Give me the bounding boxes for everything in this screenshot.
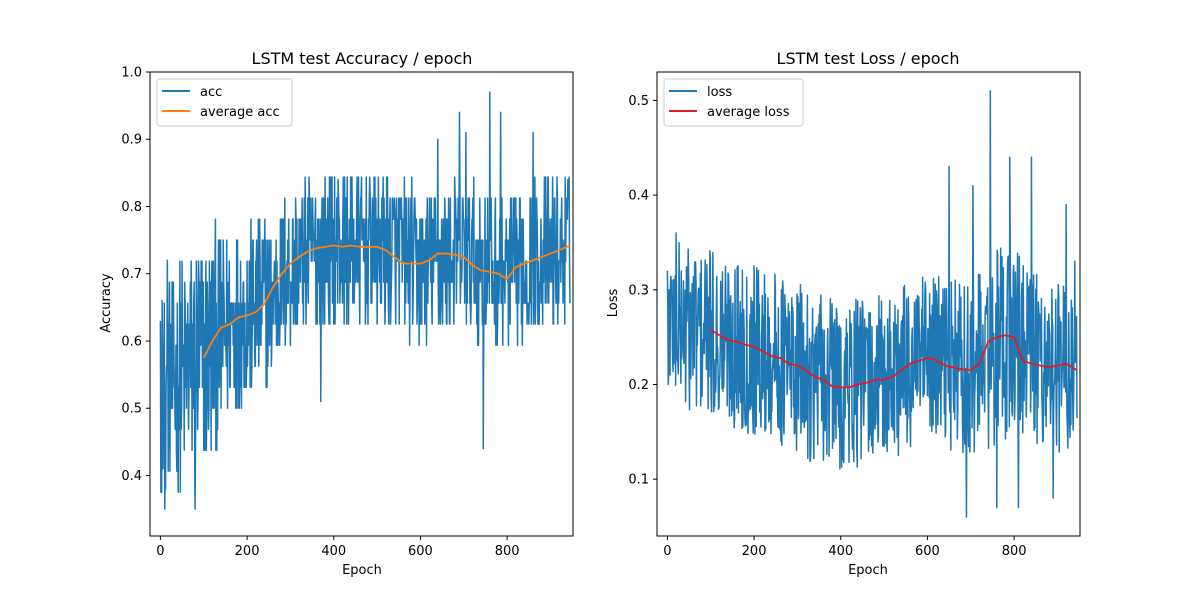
y-tick-label: 0.8	[121, 200, 142, 215]
y-tick-label: 0.5	[121, 402, 142, 417]
accuracy-chart: LSTM test Accuracy / epoch Epoch Accurac…	[99, 49, 574, 578]
series-line-acc	[159, 91, 571, 510]
y-tick-label: 0.2	[628, 378, 649, 393]
x-tick-label: 800	[1002, 544, 1027, 559]
legend: acc average acc	[156, 78, 293, 127]
y-axis-label: Loss	[606, 289, 621, 318]
legend-label-average-loss: average loss	[707, 105, 790, 120]
y-tick-label: 0.4	[628, 189, 649, 204]
x-tick-label: 800	[495, 544, 520, 559]
x-axis-label: Epoch	[342, 563, 382, 578]
chart-title: LSTM test Loss / epoch	[777, 49, 960, 68]
plot-frame	[149, 71, 574, 537]
legend-label-loss: loss	[707, 85, 732, 100]
plot-frame	[656, 71, 1081, 537]
legend-box	[663, 78, 804, 127]
series-line-average-acc	[202, 244, 571, 359]
x-tick-label: 600	[408, 544, 433, 559]
y-tick-label: 0.9	[121, 133, 142, 148]
legend-label-acc: acc	[200, 85, 222, 100]
y-tick-label: 0.4	[121, 469, 142, 484]
legend-box	[156, 78, 293, 127]
loss-chart: LSTM test Loss / epoch Epoch Loss 0 200 40…	[606, 49, 1081, 578]
series-line-average-loss	[710, 328, 1078, 389]
series-line-loss	[666, 90, 1078, 518]
x-axis-label: Epoch	[848, 563, 888, 578]
x-tick-label: 400	[828, 544, 853, 559]
y-tick-label: 0.1	[628, 473, 649, 488]
y-tick-label: 1.0	[121, 66, 142, 81]
legend-label-average-acc: average acc	[200, 105, 280, 120]
y-tick-label: 0.5	[628, 94, 649, 109]
x-tick-label: 400	[321, 544, 346, 559]
y-axis-label: Accuracy	[99, 273, 114, 333]
y-tick-label: 0.6	[121, 334, 142, 349]
y-tick-label: 0.7	[121, 267, 142, 282]
x-tick-label: 0	[663, 544, 671, 559]
x-tick-label: 600	[915, 544, 940, 559]
x-tick-label: 0	[156, 544, 164, 559]
chart-title: LSTM test Accuracy / epoch	[252, 49, 473, 68]
legend: loss average loss	[663, 78, 804, 127]
x-tick-label: 200	[742, 544, 767, 559]
x-tick-label: 200	[235, 544, 260, 559]
y-tick-label: 0.3	[628, 283, 649, 298]
